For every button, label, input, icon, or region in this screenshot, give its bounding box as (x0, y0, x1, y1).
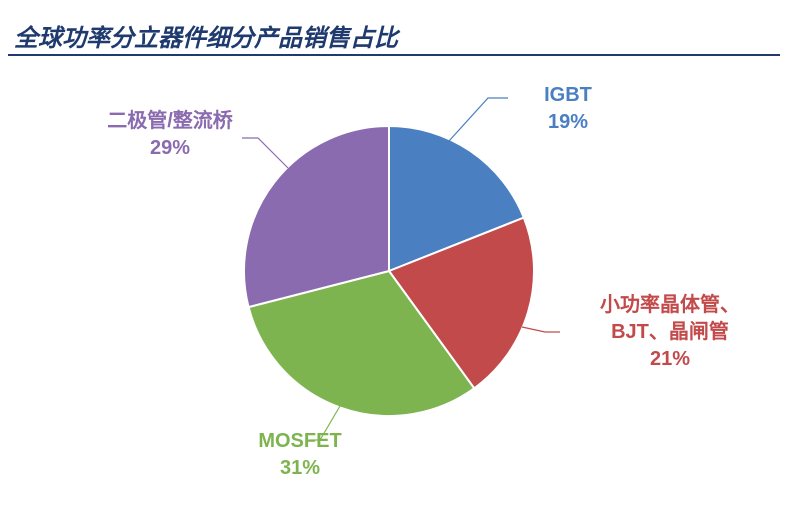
slice-label-name: MOSFET (230, 428, 370, 455)
slice-label-name: 二极管/整流桥 (70, 108, 270, 135)
slice-label-pct: 29% (70, 135, 270, 162)
slice-label-pct: 21% (560, 346, 780, 373)
slice-label: 小功率晶体管、BJT、晶闸管21% (560, 292, 780, 373)
slice-label-pct: 31% (230, 455, 370, 482)
slice-label-pct: 19% (508, 109, 628, 136)
chart-title: 全球功率分立器件细分产品销售占比 (14, 18, 398, 53)
title-underline (8, 54, 780, 56)
slice-label-name: IGBT (508, 82, 628, 109)
slice-label-name: BJT、晶闸管 (560, 319, 780, 346)
slice-label: 二极管/整流桥29% (70, 108, 270, 162)
pie-chart: IGBT19% 小功率晶体管、BJT、晶闸管21% MOSFET31% 二极管/整流桥… (0, 60, 788, 516)
slice-label: MOSFET31% (230, 428, 370, 482)
slice-label-name: 小功率晶体管、 (560, 292, 780, 319)
pie-svg (244, 126, 534, 416)
slice-label: IGBT19% (508, 82, 628, 136)
